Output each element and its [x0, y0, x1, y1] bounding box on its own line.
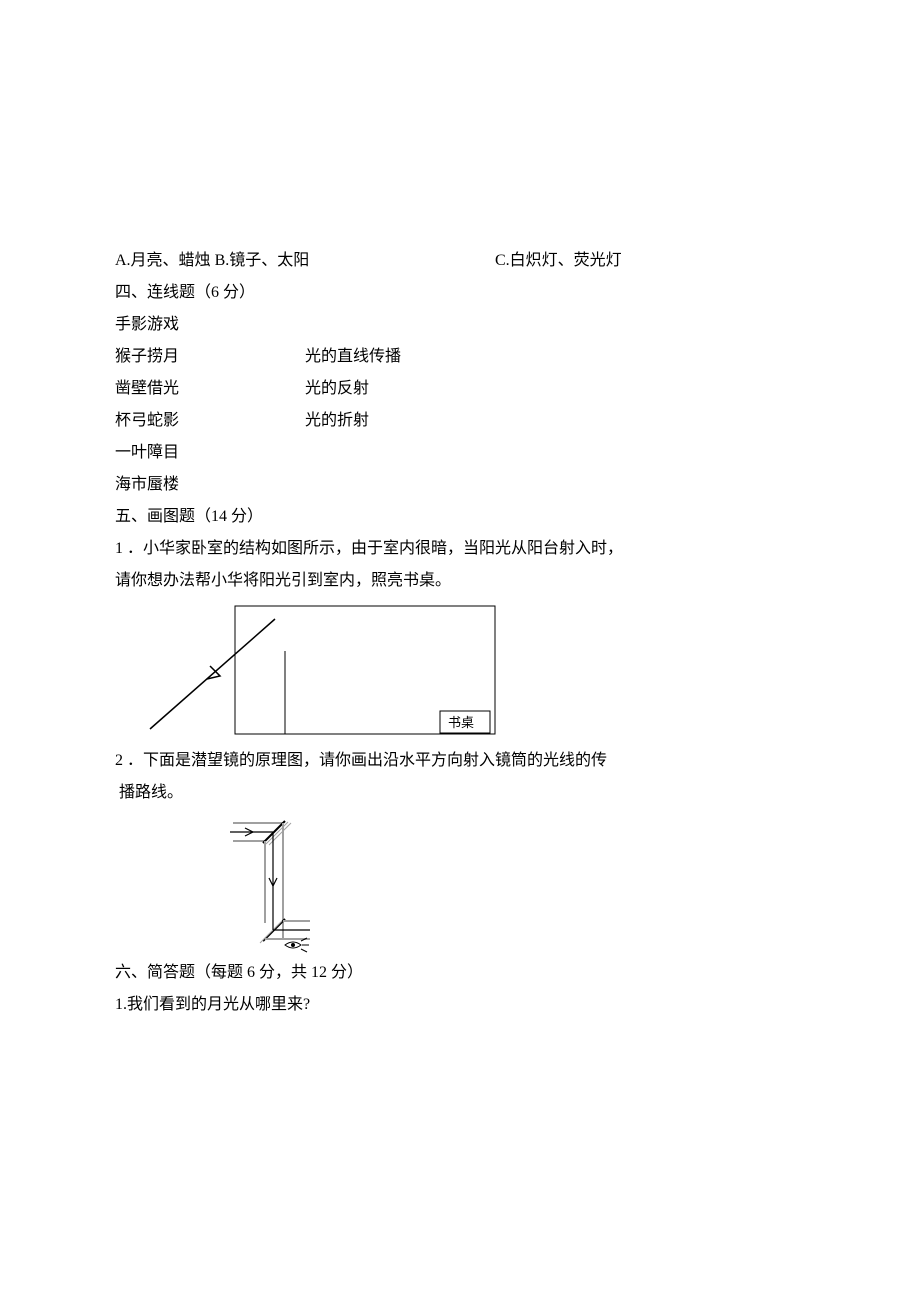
match-right-2: 光的折射	[305, 405, 369, 437]
match-left-2: 凿壁借光	[115, 373, 305, 405]
mc-options-row: A.月亮、蜡烛 B.镜子、太阳 C.白炽灯、荧光灯	[115, 245, 805, 277]
section-5-header: 五、画图题（14 分）	[115, 501, 805, 533]
q5-1-line1: 1 ．小华家卧室的结构如图所示，由于室内很暗，当阳光从阳台射入时，	[115, 533, 805, 565]
match-row-2: 凿壁借光 光的反射	[115, 373, 805, 405]
desk-label: 书桌	[448, 715, 474, 730]
match-row-1: 猴子捞月 光的直线传播	[115, 341, 805, 373]
section-6-header: 六、简答题（每题 6 分，共 12 分）	[115, 957, 805, 989]
q6-1: 1.我们看到的月光从哪里来?	[115, 989, 805, 1021]
match-row-3: 杯弓蛇影 光的折射	[115, 405, 805, 437]
section-4-header: 四、连线题（6 分）	[115, 277, 805, 309]
room-diagram-icon: 书桌	[115, 601, 500, 741]
periscope-diagram-icon	[225, 813, 315, 953]
match-right-1: 光的反射	[305, 373, 369, 405]
match-row-4: 一叶障目	[115, 437, 805, 469]
q5-2-line1: 2 ．下面是潜望镜的原理图，请你画出沿水平方向射入镜筒的光线的传	[115, 745, 805, 777]
q5-2-line2: 播路线。	[119, 777, 805, 809]
q5-1-line2: 请你想办法帮小华将阳光引到室内，照亮书桌。	[115, 565, 805, 597]
figure-periscope	[225, 813, 805, 953]
figure-room: 书桌	[115, 601, 805, 741]
match-row-0: 手影游戏	[115, 309, 805, 341]
option-c: C.白炽灯、荧光灯	[495, 245, 622, 277]
match-right-0: 光的直线传播	[305, 341, 401, 373]
option-a-b: A.月亮、蜡烛 B.镜子、太阳	[115, 245, 495, 277]
match-left-3: 杯弓蛇影	[115, 405, 305, 437]
match-left-1: 猴子捞月	[115, 341, 305, 373]
match-row-5: 海市蜃楼	[115, 469, 805, 501]
exam-page: A.月亮、蜡烛 B.镜子、太阳 C.白炽灯、荧光灯 四、连线题（6 分） 手影游…	[0, 0, 920, 1121]
